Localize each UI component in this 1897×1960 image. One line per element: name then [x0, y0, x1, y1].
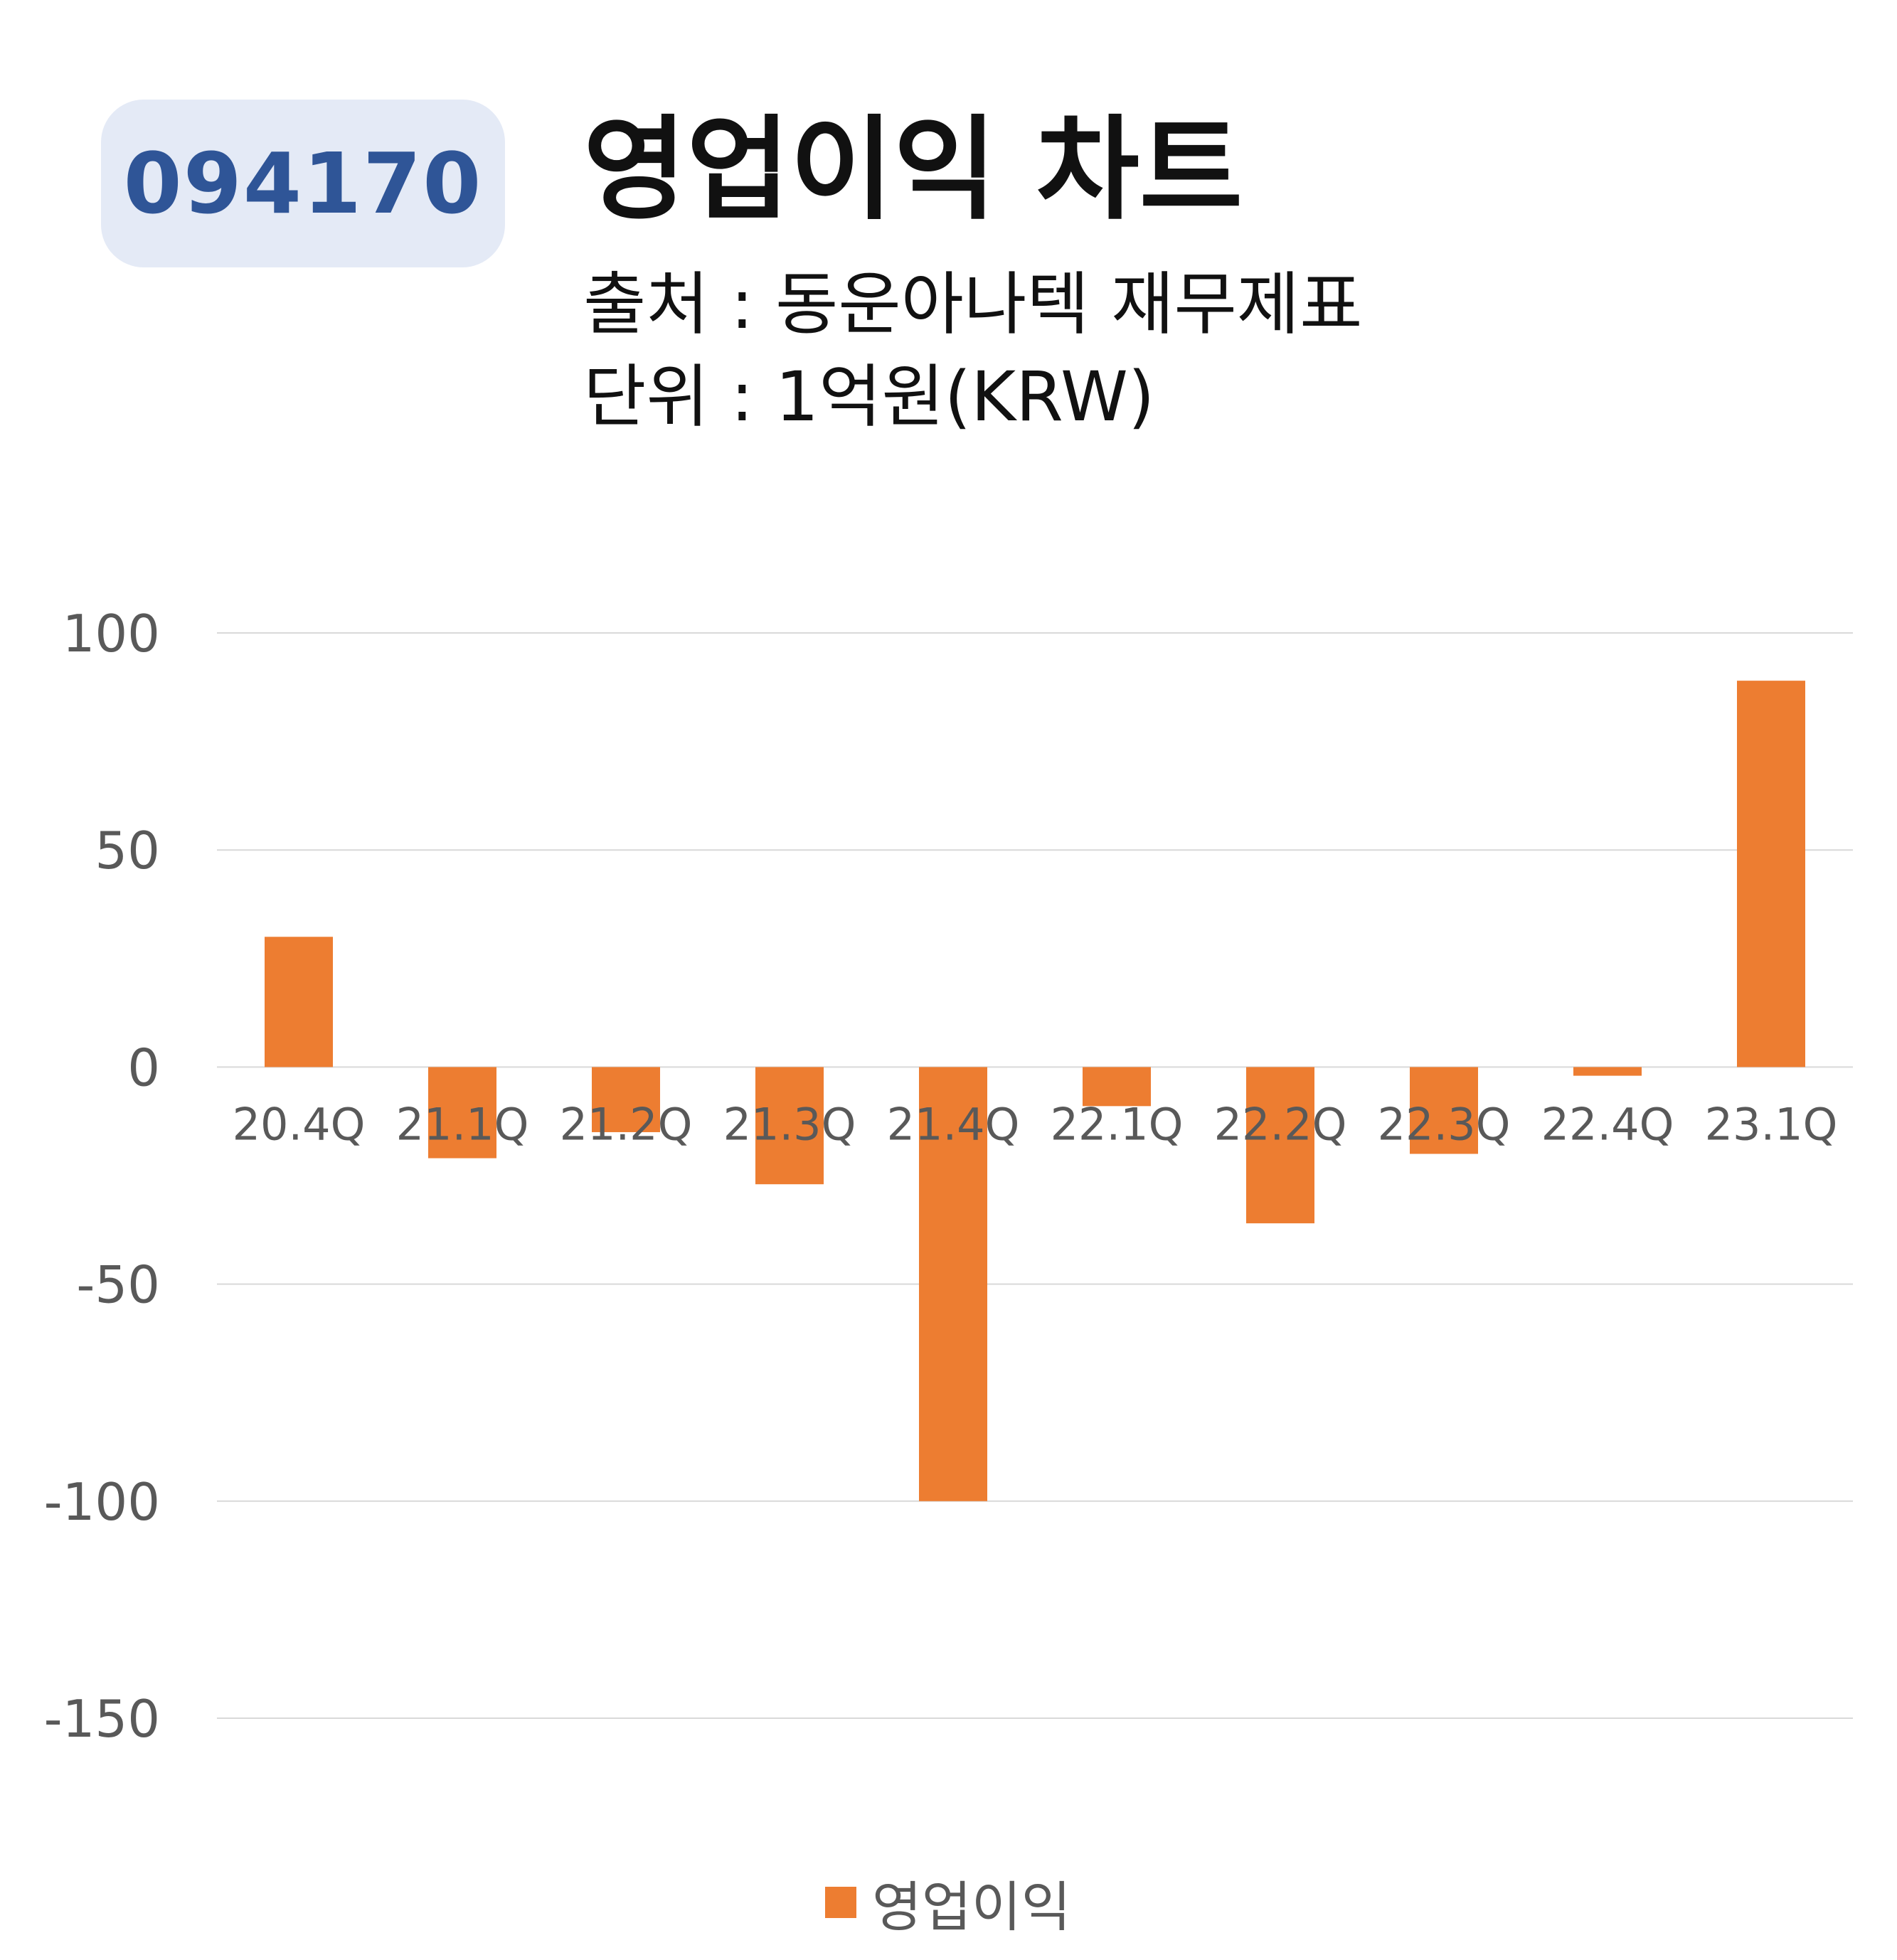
y-tick-label: 0 [127, 1038, 160, 1097]
x-tick-label: 21.4Q [887, 1098, 1020, 1150]
bar-22.1Q [1083, 1067, 1151, 1107]
bar-21.1Q [428, 1067, 496, 1159]
x-tick-label: 22.2Q [1214, 1098, 1347, 1150]
bar-22.2Q [1246, 1067, 1314, 1224]
bar-21.2Q [592, 1067, 660, 1132]
y-tick-label: -100 [44, 1472, 160, 1532]
y-tick-label: 100 [63, 604, 160, 664]
x-axis-ticks: 20.4Q 21.1Q 21.2Q 21.3Q 21.4Q 22.1Q 22.2Q 22.3Q… [233, 1098, 1838, 1150]
bar-23.1Q [1737, 681, 1805, 1067]
x-tick-label: 23.1Q [1705, 1098, 1838, 1150]
bar-22.4Q [1573, 1067, 1642, 1076]
x-tick-label: 22.1Q [1051, 1098, 1184, 1150]
gridlines [217, 632, 1853, 1719]
bar-22.3Q [1410, 1067, 1478, 1154]
x-tick-label: 22.3Q [1378, 1098, 1511, 1150]
bar-21.4Q [919, 1067, 987, 1501]
x-tick-label: 21.2Q [560, 1098, 693, 1150]
unit-line: 단위 : 1억원(KRW) [583, 357, 1155, 437]
bar-20.4Q [265, 937, 333, 1067]
y-tick-label: -150 [44, 1689, 160, 1749]
ticker-code: 094170 [123, 134, 483, 233]
y-tick-label: 50 [95, 821, 160, 880]
bars [265, 681, 1805, 1501]
legend-swatch [825, 1887, 856, 1918]
y-tick-label: -50 [76, 1255, 160, 1315]
ticker-badge: 094170 [101, 100, 505, 267]
legend: 영업이익 [825, 1863, 1071, 1942]
source-line: 출처 : 동운아나텍 재무제표 [583, 265, 1363, 344]
x-tick-label: 20.4Q [233, 1098, 366, 1150]
x-tick-label: 21.3Q [723, 1098, 856, 1150]
x-tick-label: 21.1Q [396, 1098, 529, 1150]
y-axis-ticks: 100 50 0 -50 -100 -150 [44, 604, 160, 1749]
x-tick-label: 22.4Q [1541, 1098, 1674, 1150]
legend-label: 영업이익 [872, 1875, 1071, 1939]
bar-21.3Q [755, 1067, 824, 1185]
chart-title: 영업이익 차트 [583, 105, 1243, 235]
